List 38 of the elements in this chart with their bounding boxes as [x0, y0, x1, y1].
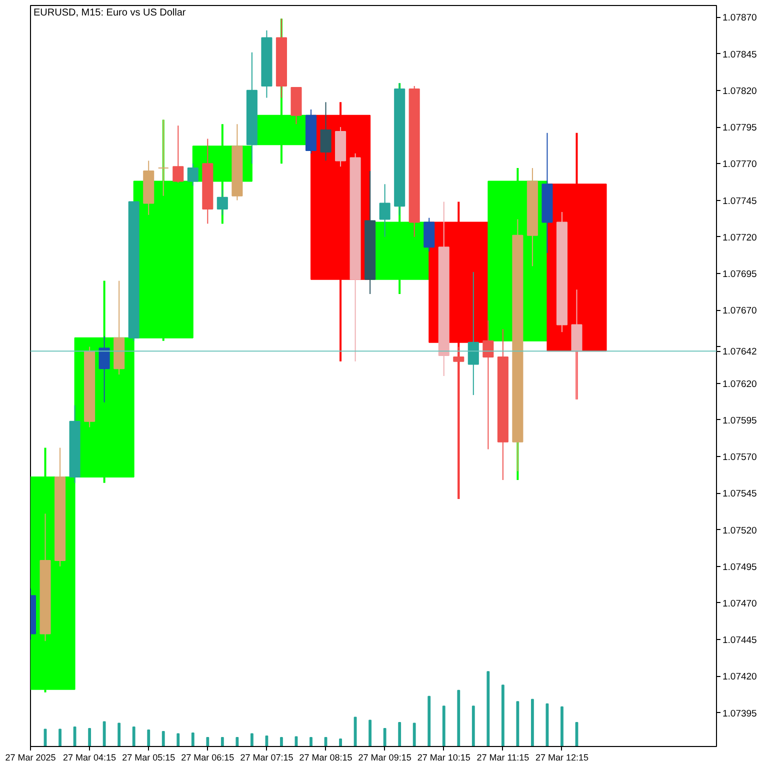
chart-title: EURUSD, M15: Euro vs US Dollar	[34, 8, 186, 18]
candlestick	[320, 102, 332, 162]
ref-line-label: 1.07642	[722, 346, 757, 358]
x-tick-label: 27 Mar 09:15	[358, 752, 412, 762]
y-tick-label: 1.07395	[722, 708, 757, 720]
candlestick	[187, 163, 198, 186]
candlestick	[379, 184, 390, 238]
y-tick-label: 1.07720	[722, 232, 757, 244]
y-tick-label: 1.07495	[722, 562, 757, 573]
y-tick-label: 1.07670	[722, 306, 757, 317]
y-tick-label: 1.07845	[722, 49, 757, 60]
y-tick-label: 1.07520	[722, 525, 757, 536]
y-tick-label: 1.07795	[722, 122, 757, 134]
y-tick-label: 1.07745	[722, 196, 757, 207]
x-tick-label: 27 Mar 10:15	[417, 752, 470, 762]
x-tick-label: 27 Mar 12:15	[535, 752, 589, 762]
x-tick-label: 27 Mar 04:15	[63, 752, 116, 762]
y-tick-label: 1.07445	[722, 635, 757, 646]
x-tick-label: 27 Mar 05:15	[122, 752, 176, 762]
y-tick-label: 1.07545	[722, 488, 757, 500]
candlestick	[468, 272, 479, 396]
x-tick-label: 27 Mar 08:15	[299, 752, 352, 762]
y-tick-label: 1.07695	[722, 268, 757, 280]
y-tick-label: 1.07595	[722, 415, 757, 426]
y-tick-label: 1.07770	[722, 159, 757, 170]
x-tick-label: 27 Mar 2025	[5, 752, 56, 762]
y-tick-label: 1.07420	[722, 672, 757, 683]
x-tick-label: 27 Mar 11:15	[476, 752, 530, 762]
x-tick-label: 27 Mar 06:15	[181, 752, 234, 762]
y-tick-label: 1.07620	[722, 378, 757, 390]
y-tick-label: 1.07870	[722, 12, 757, 24]
y-tick-label: 1.07820	[722, 86, 757, 97]
candlestick	[482, 320, 494, 450]
y-tick-label: 1.07570	[722, 452, 757, 464]
candlestick	[216, 190, 228, 216]
y-tick-label: 1.07470	[722, 598, 757, 610]
x-tick-label: 27 Mar 07:15	[240, 752, 294, 762]
candlestick	[172, 125, 184, 184]
